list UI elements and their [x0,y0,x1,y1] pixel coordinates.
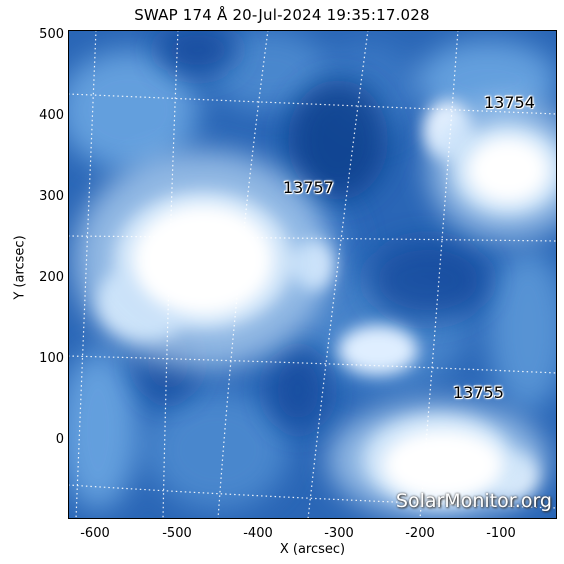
y-tick-label: 400 [39,108,64,123]
y-tick-label: 100 [39,351,64,366]
y-tick-label: 200 [39,270,64,285]
y-tick-label: 500 [39,27,64,42]
y-axis-label: Y (arcsec) [12,235,28,300]
solar-image-canvas [68,30,557,519]
image-title: SWAP 174 Å 20-Jul-2024 19:35:17.028 [134,6,430,24]
x-tick-label: -400 [243,526,273,541]
x-tick-label: -500 [162,526,192,541]
x-tick-label: -100 [486,526,516,541]
solar-image [68,30,557,519]
y-tick-label: 300 [39,189,64,204]
x-tick-label: -200 [405,526,435,541]
active-region-label: 13754 [484,93,535,112]
watermark: SolarMonitor.org [395,490,552,512]
x-tick-label: -600 [80,526,110,541]
y-tick-label: 0 [55,432,64,447]
active-region-label: 13757 [283,178,334,197]
x-tick-label: -300 [324,526,354,541]
active-region-label: 13755 [453,383,504,402]
x-axis-label: X (arcsec) [279,542,346,557]
